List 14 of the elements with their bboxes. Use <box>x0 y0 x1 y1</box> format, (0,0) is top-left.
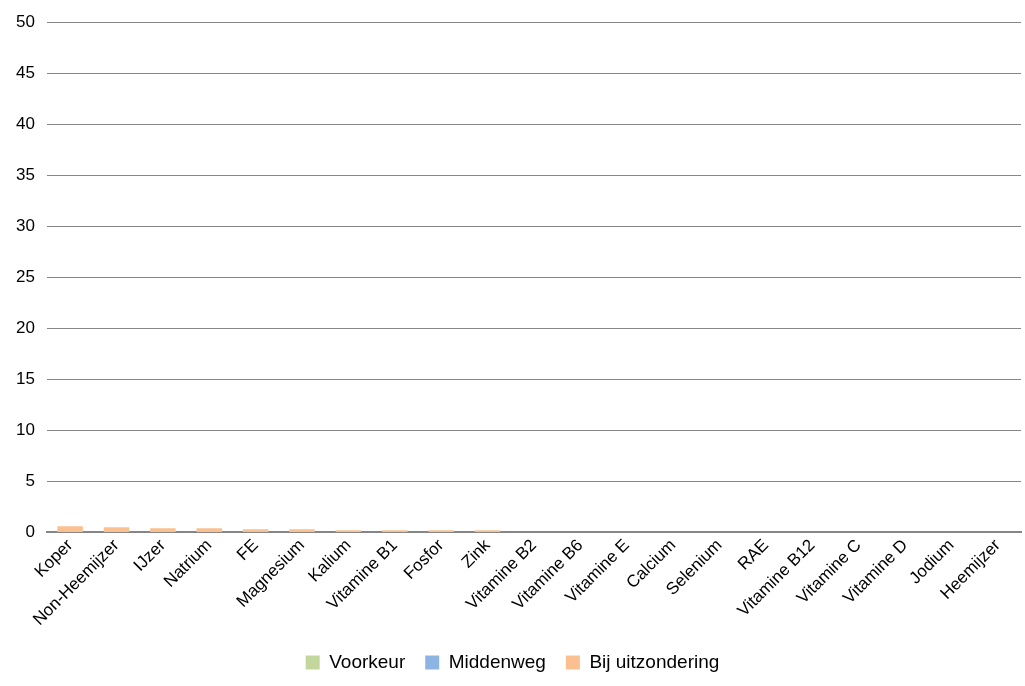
legend-label: Bij uitzondering <box>589 650 720 672</box>
y-tick-label: 25 <box>15 266 35 286</box>
y-tick-label: 50 <box>15 11 35 31</box>
y-tick-label: 15 <box>15 369 35 389</box>
y-tick-label: 35 <box>15 164 35 184</box>
legend-label: Voorkeur <box>329 650 406 672</box>
y-tick-label: 20 <box>15 318 35 338</box>
y-tick-label: 0 <box>25 522 35 542</box>
y-tick-label: 5 <box>25 471 35 491</box>
y-tick-label: 40 <box>15 113 35 133</box>
y-tick-label: 10 <box>15 420 35 440</box>
y-tick-label: 30 <box>15 215 35 235</box>
y-tick-label: 45 <box>15 62 35 82</box>
legend-label: Middenweg <box>448 650 546 672</box>
